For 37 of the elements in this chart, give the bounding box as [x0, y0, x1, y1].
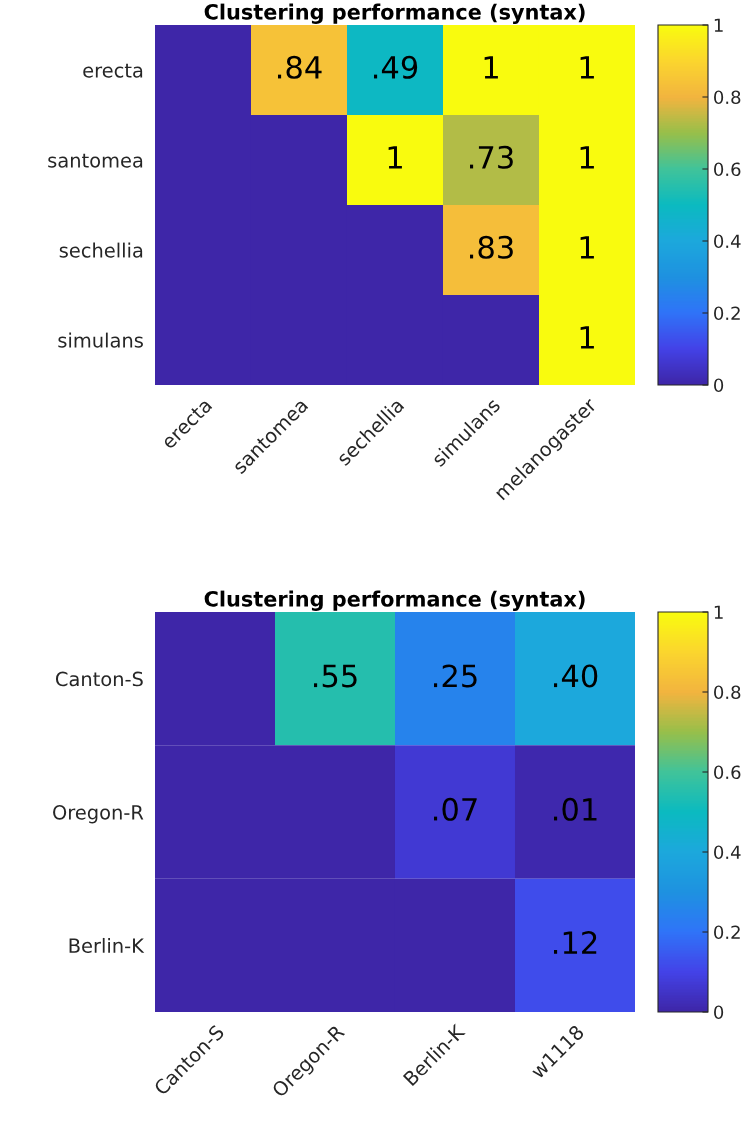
- data-label: 1: [580, 236, 594, 259]
- y-tick-label: sechellia: [59, 242, 143, 258]
- data-label: .55: [313, 664, 357, 688]
- data-label: 1: [580, 326, 594, 349]
- data-label: 1: [580, 146, 594, 169]
- color-bar-label: 0.8: [714, 685, 741, 700]
- color-bar-label: 0.6: [714, 765, 741, 780]
- color-bar-label: 1: [714, 18, 723, 32]
- y-tick-label: Canton-S: [55, 671, 143, 687]
- color-bar-label: 0.4: [714, 845, 741, 860]
- data-label: 1: [388, 146, 402, 169]
- chart-title: Clustering performance (syntax): [204, 590, 585, 611]
- data-label: .73: [469, 145, 513, 169]
- y-tick-label: erecta: [83, 63, 143, 78]
- data-label: .12: [553, 931, 597, 954]
- color-bar-label: 0: [714, 1005, 724, 1020]
- data-label: 1: [484, 56, 498, 79]
- color-bar-label: 0.8: [714, 90, 741, 105]
- data-label: .40: [553, 664, 598, 688]
- color-bar-label: 0.6: [714, 162, 741, 177]
- data-label: .01: [553, 797, 597, 821]
- color-bar-label: 1: [714, 605, 723, 619]
- data-label: .83: [469, 235, 513, 259]
- y-tick-label: Berlin-K: [69, 937, 145, 953]
- y-tick-label: simulans: [58, 332, 143, 348]
- data-label: 1: [580, 56, 594, 79]
- data-label: .84: [277, 55, 322, 79]
- data-label: .25: [433, 664, 477, 688]
- y-tick-label: santomea: [48, 153, 143, 168]
- chart-title: Clustering performance (syntax): [204, 3, 585, 24]
- data-label: .07: [433, 797, 477, 821]
- color-bar-label: 0: [714, 378, 724, 393]
- color-bar-label: 0.4: [714, 234, 741, 249]
- color-bar-label: 0.2: [714, 925, 740, 940]
- data-label: .49: [373, 55, 418, 79]
- color-bar-label: 0.2: [714, 306, 740, 321]
- y-tick-label: Oregon-R: [53, 804, 144, 824]
